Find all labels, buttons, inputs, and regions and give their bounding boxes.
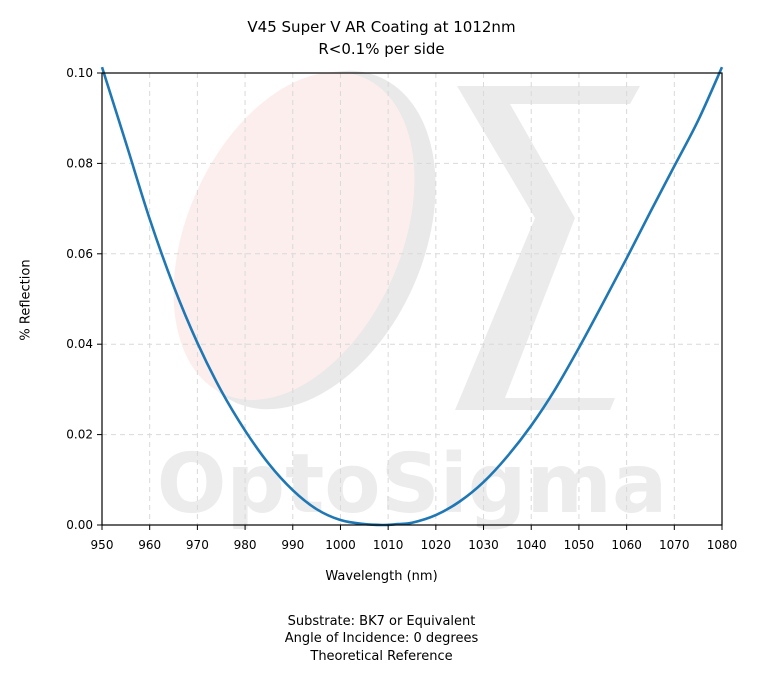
plot-frame	[101, 72, 723, 526]
x-tick-label: 1040	[516, 538, 547, 552]
y-tick-label: 0.10	[66, 66, 93, 80]
watermark-sigma-icon	[455, 86, 640, 410]
y-axis-label: % Reflection	[18, 259, 34, 341]
chart-subtitle: R<0.1% per side	[318, 40, 445, 58]
watermark-lens	[173, 72, 415, 400]
y-tick-label: 0.00	[66, 518, 93, 532]
y-tick-label: 0.02	[66, 428, 93, 442]
y-tick-label: 0.04	[66, 337, 93, 351]
x-tick-label: 1050	[564, 538, 595, 552]
x-ticks: 950 960 970 980 990 1000 1010 1020 1030 1040 1050 1…	[91, 525, 738, 552]
x-tick-label: 960	[138, 538, 161, 552]
y-tick-label: 0.08	[66, 156, 93, 170]
x-axis-label: Wavelength (nm)	[325, 569, 438, 584]
x-tick-label: 980	[234, 538, 257, 552]
x-tick-label: 1080	[707, 538, 738, 552]
y-ticks: 0.00 0.02 0.04 0.06 0.08 0.10	[66, 66, 102, 532]
x-tick-label: 1010	[373, 538, 404, 552]
footer-angle: Angle of Incidence: 0 degrees	[284, 631, 479, 646]
x-tick-label: 1020	[421, 538, 452, 552]
footer-substrate: Substrate: BK7 or Equivalent	[287, 614, 476, 629]
chart-title: V45 Super V AR Coating at 1012nm	[247, 18, 516, 36]
x-tick-label: 990	[281, 538, 304, 552]
watermark-text: OptoSigma	[157, 437, 668, 532]
x-tick-label: 1060	[611, 538, 642, 552]
optosigma-watermark: OptoSigma	[157, 70, 668, 532]
x-tick-label: 1000	[325, 538, 356, 552]
series-line-group	[100, 66, 724, 527]
x-tick-label: 1030	[468, 538, 499, 552]
reflection-series-line	[100, 66, 724, 527]
x-tick-label: 970	[186, 538, 209, 552]
grid	[101, 72, 723, 526]
y-tick-label: 0.06	[66, 247, 93, 261]
footer-reference: Theoretical Reference	[310, 649, 453, 664]
x-tick-label: 950	[91, 538, 114, 552]
x-tick-label: 1070	[659, 538, 690, 552]
